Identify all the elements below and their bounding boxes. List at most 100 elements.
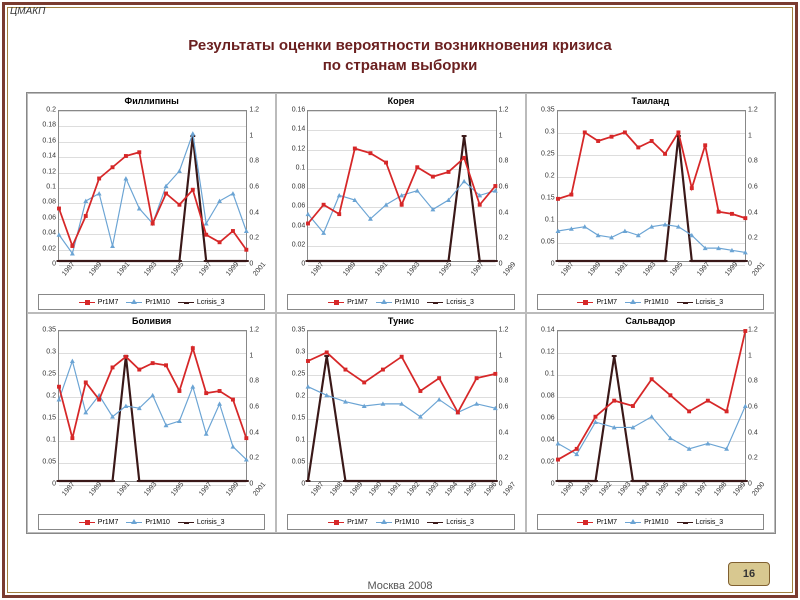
x-tick: 1995	[170, 481, 185, 497]
x-tick: 1991	[374, 261, 389, 277]
y-left-tick: 0.2	[529, 173, 555, 180]
x-tick: 1999	[724, 261, 739, 277]
chart-cell-5: Сальвадор00.020.040.060.080.10.120.1400.…	[526, 313, 775, 533]
legend-item: Pr1M7	[577, 519, 617, 526]
page-title: Результаты оценки вероятности возникнове…	[0, 36, 800, 75]
legend-item: Pr1M7	[328, 299, 368, 306]
y-right-tick: 0.4	[499, 209, 523, 216]
x-tick: 1994	[444, 481, 459, 497]
legend-label: Pr1M7	[347, 299, 368, 306]
x-tick: 1993	[642, 261, 657, 277]
y-left-tick: 0.02	[30, 245, 56, 252]
y-left-tick: 0.12	[30, 168, 56, 175]
y-left-tick: 0.16	[30, 137, 56, 144]
legend-label: Lcrisis_3	[197, 299, 225, 306]
y-left-tick: 0	[529, 481, 555, 488]
chart-svg	[558, 331, 745, 481]
y-right-tick: 0.4	[499, 429, 523, 436]
y-right-tick: 0.8	[499, 378, 523, 385]
x-tick: 1988	[329, 481, 344, 497]
y-right-tick: 0.2	[249, 235, 273, 242]
x-tick: 1994	[636, 481, 651, 497]
x-tick: 1998	[713, 481, 728, 497]
y-right-tick: 0.2	[499, 455, 523, 462]
legend-label: Pr1M7	[347, 519, 368, 526]
x-tick: 1997	[198, 261, 213, 277]
y-left-tick: 0.08	[279, 184, 305, 191]
y-left-tick: 0	[279, 481, 305, 488]
chart-title: Сальвадор	[527, 316, 774, 326]
y-right-tick: 0.6	[249, 404, 273, 411]
y-left-tick: 0.3	[529, 129, 555, 136]
legend-item: Lcrisis_3	[677, 299, 724, 306]
legend-item: Pr1M7	[79, 519, 119, 526]
y-left-tick: 0	[30, 481, 56, 488]
y-left-tick: 0	[279, 261, 305, 268]
y-right-tick: 1.2	[499, 107, 523, 114]
chart-title: Боливия	[28, 316, 275, 326]
x-tick: 1999	[225, 261, 240, 277]
plot-area	[307, 330, 496, 482]
slide-frame: ЦМАКП Результаты оценки вероятности возн…	[0, 0, 800, 600]
legend-label: Pr1M7	[596, 519, 617, 526]
y-left-tick: 0.08	[529, 393, 555, 400]
chart-title: Тунис	[277, 316, 524, 326]
y-right-tick: 1	[748, 132, 772, 139]
legend-label: Pr1M10	[145, 299, 170, 306]
y-left-tick: 0.14	[30, 153, 56, 160]
y-left-tick: 0.1	[529, 217, 555, 224]
y-left-tick: 0.15	[529, 195, 555, 202]
legend-item: Lcrisis_3	[178, 519, 225, 526]
legend-item: Pr1M10	[376, 519, 420, 526]
legend-label: Lcrisis_3	[696, 299, 724, 306]
y-left-tick: 0.35	[529, 107, 555, 114]
chart-svg	[308, 111, 495, 261]
y-right-tick: 0.6	[499, 404, 523, 411]
legend-item: Lcrisis_3	[178, 299, 225, 306]
legend-label: Lcrisis_3	[696, 519, 724, 526]
y-right-tick: 1	[499, 352, 523, 359]
x-tick: 1989	[349, 481, 364, 497]
y-left-tick: 0	[30, 261, 56, 268]
y-left-tick: 0.1	[279, 164, 305, 171]
legend-label: Pr1M10	[644, 519, 669, 526]
y-left-tick: 0.35	[30, 327, 56, 334]
y-left-tick: 0.02	[529, 459, 555, 466]
x-tick: 1993	[425, 481, 440, 497]
x-tick: 1993	[406, 261, 421, 277]
legend-item: Lcrisis_3	[427, 519, 474, 526]
x-tick: 1999	[732, 481, 747, 497]
y-left-tick: 0.06	[279, 203, 305, 210]
x-tick: 1989	[88, 261, 103, 277]
y-left-tick: 0.1	[30, 184, 56, 191]
plot-area	[307, 110, 496, 262]
x-tick: 1993	[617, 481, 632, 497]
x-tick: 1999	[225, 481, 240, 497]
x-tick: 1991	[116, 261, 131, 277]
x-tick: 1997	[694, 481, 709, 497]
y-left-tick: 0.14	[279, 126, 305, 133]
chart-cell-3: Боливия00.050.10.150.20.250.30.3500.20.4…	[27, 313, 276, 533]
x-tick: 1996	[483, 481, 498, 497]
x-tick: 1990	[560, 481, 575, 497]
y-left-tick: 0.3	[30, 349, 56, 356]
y-right-tick: 0.2	[748, 235, 772, 242]
y-right-tick: 0.8	[249, 378, 273, 385]
chart-title: Таиланд	[527, 96, 774, 106]
y-right-tick: 1.2	[748, 327, 772, 334]
chart-legend: Pr1M7Pr1M10Lcrisis_3	[537, 294, 764, 310]
y-left-tick: 0.2	[30, 107, 56, 114]
y-left-tick: 0.06	[529, 415, 555, 422]
plot-area	[58, 110, 247, 262]
y-left-tick: 0.3	[279, 349, 305, 356]
chart-grid: Филлипины00.020.040.060.080.10.120.140.1…	[27, 93, 775, 533]
y-left-tick: 0.25	[279, 371, 305, 378]
y-right-tick: 0.8	[748, 158, 772, 165]
y-left-tick: 0.08	[30, 199, 56, 206]
chart-title: Корея	[277, 96, 524, 106]
legend-label: Lcrisis_3	[197, 519, 225, 526]
y-left-tick: 0.12	[279, 145, 305, 152]
y-left-tick: 0.05	[279, 459, 305, 466]
plot-area	[557, 110, 746, 262]
y-right-tick: 1.2	[499, 327, 523, 334]
